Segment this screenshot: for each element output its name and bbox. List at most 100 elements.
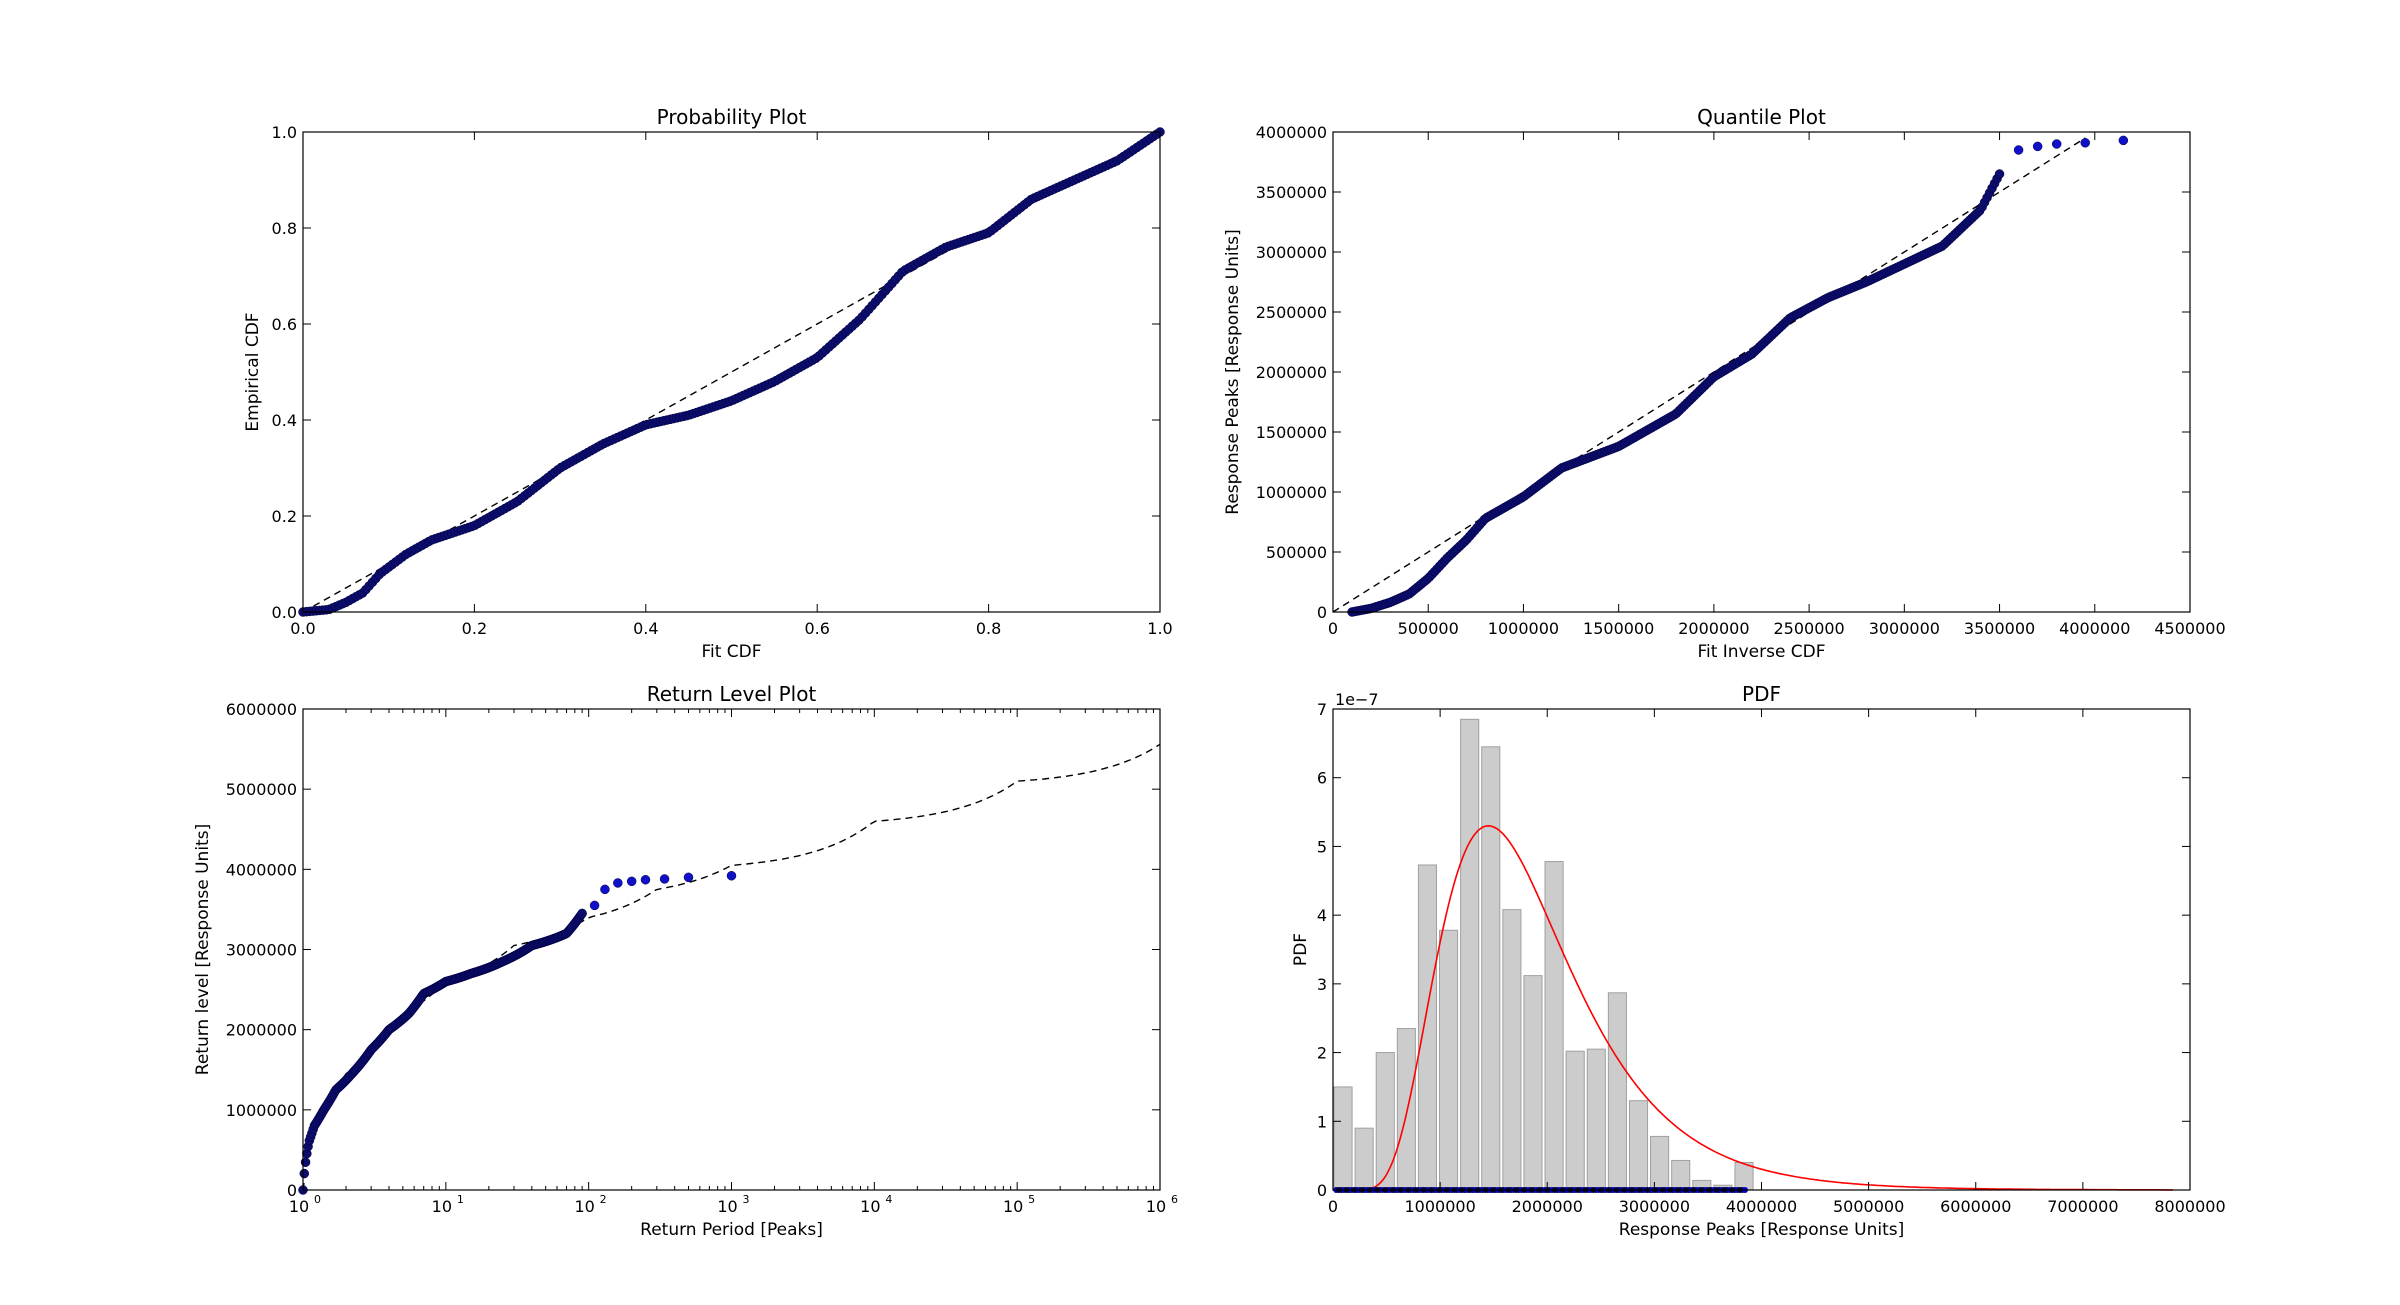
y-tick-label: 0 bbox=[1317, 1181, 1327, 1200]
data-point bbox=[2080, 138, 2091, 148]
histogram-bar bbox=[1417, 864, 1438, 1191]
return-level-plot: 10 0 10 1 10 2 10 3 10 4 10 5 10 60100000020000003000… bbox=[193, 682, 1178, 1240]
x-tick-label: 0.2 bbox=[462, 619, 487, 638]
y-tick-label: 3000000 bbox=[1256, 243, 1327, 262]
y-tick-label: 1.0 bbox=[272, 123, 297, 142]
probability-plot: 0.0 0.2 0.4 0.6 0.8 1.0 0.0 0.2 0.4 0.6 0.8 1.0 Prob… bbox=[243, 105, 1173, 662]
y-tick-label: 5000000 bbox=[226, 780, 297, 799]
histogram-bar bbox=[1460, 718, 1480, 1191]
data-point bbox=[2118, 135, 2129, 146]
y-tick-label: 6 bbox=[1317, 769, 1327, 788]
histogram-bar bbox=[1586, 1048, 1606, 1191]
axes-frame bbox=[302, 131, 1161, 613]
y-tick-label: 1000000 bbox=[226, 1101, 297, 1120]
histogram-bar bbox=[1502, 909, 1522, 1191]
y-tick-label: 6000000 bbox=[226, 700, 297, 719]
x-tick-exponent: 5 bbox=[1028, 1193, 1035, 1206]
histogram-bar bbox=[1396, 1028, 1416, 1191]
y-tick-label: 4 bbox=[1317, 906, 1327, 925]
y-tick-label: 2000000 bbox=[226, 1021, 297, 1040]
y-tick-label: 0.2 bbox=[272, 507, 297, 526]
histogram-bar bbox=[1439, 929, 1459, 1191]
y-tick-label: 0.0 bbox=[272, 603, 297, 622]
x-tick-exponent: 0 bbox=[314, 1193, 321, 1206]
x-tick-label: 4000000 bbox=[1726, 1197, 1797, 1216]
histogram-bar bbox=[1607, 992, 1627, 1191]
data-point bbox=[577, 908, 587, 919]
x-tick-label: 8000000 bbox=[2154, 1197, 2225, 1216]
x-tick-exponent: 4 bbox=[885, 1193, 892, 1206]
histogram-bar bbox=[1354, 1127, 1374, 1191]
data-point bbox=[300, 1157, 311, 1167]
x-tick-label: 3000000 bbox=[1869, 619, 1940, 638]
x-tick-label: 0.8 bbox=[976, 619, 1001, 638]
x-tick-label: 0.6 bbox=[804, 619, 829, 638]
y-tick-label: 4000000 bbox=[1256, 123, 1327, 142]
x-tick-label: 7000000 bbox=[2047, 1197, 2118, 1216]
x-tick-label: 500000 bbox=[1398, 619, 1459, 638]
data-point bbox=[299, 1168, 310, 1179]
x-tick-exponent: 1 bbox=[457, 1193, 464, 1206]
x-tick-label: 4500000 bbox=[2154, 619, 2225, 638]
x-tick-label: 0 bbox=[1328, 619, 1338, 638]
x-axis-label: Return Period [Peaks] bbox=[640, 1220, 823, 1240]
data-point bbox=[2051, 139, 2062, 149]
chart-title: Probability Plot bbox=[657, 105, 807, 129]
quantile-plot: 0 500000 1000000 1500000 2000000 2500000 30000… bbox=[1223, 105, 2226, 662]
data-point bbox=[1994, 169, 2005, 179]
y-tick-label: 3000000 bbox=[226, 941, 297, 960]
x-tick-label: 1.0 bbox=[1147, 619, 1172, 638]
data-point bbox=[726, 870, 737, 881]
x-tick-label: 0 bbox=[1328, 1197, 1338, 1216]
y-tick-label: 0 bbox=[1317, 603, 1327, 622]
x-tick-label: 2000000 bbox=[1512, 1197, 1583, 1216]
histogram-bar bbox=[1523, 975, 1543, 1191]
histogram-bar bbox=[1628, 1100, 1649, 1191]
data-point bbox=[626, 876, 637, 887]
y-tick-label: 0 bbox=[287, 1181, 297, 1200]
chart-title: Quantile Plot bbox=[1697, 105, 1826, 129]
x-axis-label: Fit Inverse CDF bbox=[1697, 642, 1825, 662]
y-tick-label: 2000000 bbox=[1256, 363, 1327, 382]
x-tick-exponent: 3 bbox=[743, 1193, 750, 1206]
x-tick-label: 5000000 bbox=[1833, 1197, 1904, 1216]
y-axis-label: PDF bbox=[1291, 933, 1311, 966]
x-tick-label: 10 bbox=[574, 1197, 594, 1216]
histogram-bar bbox=[1481, 746, 1501, 1191]
histogram-bar bbox=[1375, 1052, 1395, 1191]
chart-title: PDF bbox=[1742, 682, 1781, 706]
y-tick-label: 0.8 bbox=[272, 219, 297, 238]
chart-title: Return Level Plot bbox=[647, 682, 817, 706]
y-tick-label: 5 bbox=[1317, 837, 1327, 856]
data-point bbox=[683, 872, 694, 883]
y-tick-label: 3 bbox=[1317, 975, 1327, 994]
histogram-bar bbox=[1650, 1135, 1670, 1191]
x-tick-label: 2500000 bbox=[1773, 619, 1844, 638]
x-axis-label: Response Peaks [Response Units] bbox=[1619, 1220, 1904, 1240]
data-point bbox=[589, 900, 600, 911]
y-tick-label: 0.6 bbox=[272, 315, 297, 334]
y-axis-label: Response Peaks [Response Units] bbox=[1223, 229, 1243, 514]
x-tick-label: 0.0 bbox=[290, 619, 315, 638]
y-tick-label: 0.4 bbox=[272, 411, 297, 430]
x-tick-label: 10 bbox=[289, 1197, 309, 1216]
pdf-plot: 0 1000000 2000000 3000000 4000000 5000000 6000… bbox=[1291, 682, 2226, 1240]
y-tick-label: 3500000 bbox=[1256, 183, 1327, 202]
histogram-bar bbox=[1333, 1086, 1353, 1191]
x-tick-label: 10 bbox=[1146, 1197, 1166, 1216]
axes-frame bbox=[302, 708, 1161, 1191]
histogram-bar bbox=[1565, 1050, 1585, 1191]
x-tick-label: 10 bbox=[432, 1197, 452, 1216]
y-tick-label: 1500000 bbox=[1256, 423, 1327, 442]
y-tick-label: 2500000 bbox=[1256, 303, 1327, 322]
x-tick-label: 1500000 bbox=[1583, 619, 1654, 638]
reference-curve bbox=[302, 743, 1161, 1191]
y-tick-label: 1000000 bbox=[1256, 483, 1327, 502]
x-tick-label: 3500000 bbox=[1964, 619, 2035, 638]
y-scale-label: 1e−7 bbox=[1335, 690, 1379, 709]
y-tick-label: 7 bbox=[1317, 700, 1327, 719]
x-tick-label: 10 bbox=[717, 1197, 737, 1216]
x-tick-label: 2000000 bbox=[1678, 619, 1749, 638]
x-tick-label: 0.4 bbox=[633, 619, 658, 638]
y-axis-label: Empirical CDF bbox=[243, 312, 263, 431]
